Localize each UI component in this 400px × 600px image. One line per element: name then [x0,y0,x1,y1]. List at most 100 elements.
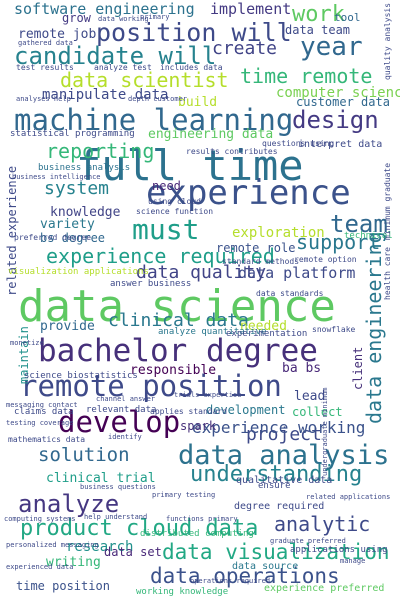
word: software engineering [14,0,195,18]
word: candidate will [14,42,217,70]
word: remote role [216,241,296,255]
word: relevant data [86,405,157,415]
word: experience working [192,418,366,437]
word: results contributes [186,147,278,156]
word: trials expertise [174,391,242,399]
word: analyze quantitative [158,327,267,337]
word: preferred degree [14,233,92,242]
word: related applications [306,493,391,501]
word: data team [285,23,351,37]
word: applications using [290,545,388,555]
word: data engineering [362,231,386,424]
word: messaging contact [6,401,78,409]
word: analyses help [16,95,71,103]
word: system [44,178,110,199]
word: knowledge [50,205,121,220]
word: business intelligence [12,173,101,181]
word: analytic [274,512,371,536]
word: data scientist [60,68,229,92]
word: engineering data [148,127,274,142]
word: bs degree [40,231,106,245]
word: clinical trial [46,471,156,486]
word: writing [46,555,101,570]
word: must [132,213,200,246]
word: year [300,32,363,62]
word: needed [240,319,287,334]
word: full time [76,141,304,190]
word: provide [40,319,95,334]
word: research [66,539,134,555]
word: data visualization [162,540,390,564]
word: product cloud data [20,516,259,541]
word: data set [104,545,162,559]
word: development [206,403,286,417]
word: computer science [276,85,400,101]
word: working knowledge [136,587,229,597]
word: depth customer [128,95,188,103]
word: collect [292,405,343,419]
word: interpret data [298,139,383,150]
word: technical [344,231,393,241]
word: qualitative data [236,475,333,486]
word: ensure [258,481,291,491]
word: distributed computing [140,529,254,539]
word: claims data [14,407,74,417]
word: graduate preferred [270,537,346,545]
word: bachelor degree [38,333,318,369]
word: questions using [262,139,335,148]
word: data source [232,561,299,572]
word: statistical programming [10,129,135,139]
word: channel answer [96,395,156,403]
word: data working [98,15,149,23]
word: data operations [150,564,340,588]
word: help understand [84,513,148,521]
word: machine learning [14,103,294,137]
word: business questions [80,483,156,491]
word: client [351,346,365,390]
word: identify [108,433,142,441]
word: snowflake [312,325,356,334]
word: health care [383,247,392,300]
word: design [292,106,379,134]
word: experience [146,173,351,213]
word: minimum graduate [383,162,392,240]
word: variety [40,217,95,232]
word: data science [18,281,336,332]
word: exploration [232,225,325,241]
word: clinical data [108,310,249,331]
word: data platform [238,264,356,282]
word: analyze [18,490,120,518]
word: includes data [160,63,223,72]
word: understanding [190,462,363,487]
word: time remote [240,64,373,88]
word: undergraduate minimum [321,387,329,476]
word: develop [58,405,181,439]
word: tool [334,11,361,24]
word: create [212,38,278,59]
word: mathematics data [8,435,86,444]
word: team [330,210,388,238]
word: visualization applications [8,267,149,277]
word: applies standard [150,407,228,416]
word: monetize [10,339,44,347]
word: experienced data [6,563,74,571]
word: experience required [46,244,275,268]
word: position will [96,18,292,47]
word: build [178,95,218,110]
word: analyze test [94,63,152,72]
word: science biostatistics [24,371,138,381]
word: experience preferred [264,583,385,594]
word: remote option [294,255,357,264]
word: gathered data [18,39,73,47]
word: data analysis [178,440,390,471]
word: time position [16,579,110,593]
word: personalized messaging [6,541,99,549]
word: manage [340,557,366,565]
word: spark [180,419,217,433]
word: support [296,230,381,254]
word: grow [62,11,91,25]
word: business analysis [38,163,131,173]
word: implement [210,0,292,18]
word: data quality [136,262,267,283]
